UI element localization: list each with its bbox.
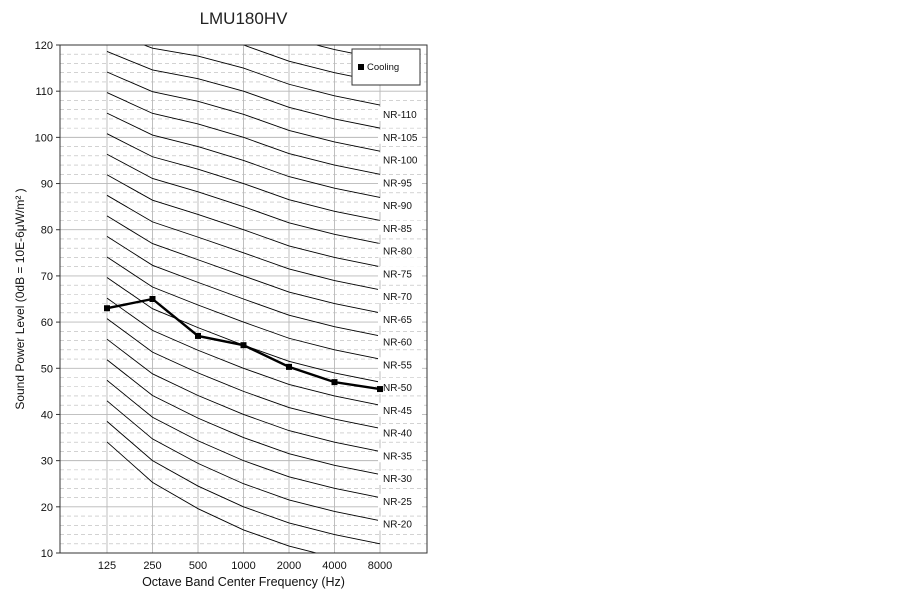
nr-label-bg	[378, 311, 422, 326]
y-tick-label: 30	[41, 456, 53, 468]
nr-curve	[106, 51, 381, 129]
nr-label: NR-70	[383, 292, 412, 303]
nr-label: NR-60	[383, 338, 412, 349]
y-tick-label: 90	[41, 179, 53, 191]
nr-label-bg	[378, 402, 422, 417]
y-tick-label: 50	[41, 363, 53, 375]
nr-label: NR-40	[383, 429, 412, 440]
nr-label-bg	[378, 107, 422, 121]
nr-curve	[106, 441, 319, 553]
nr-label-bg	[378, 152, 422, 167]
nr-label-bg	[378, 516, 422, 531]
nr-label-bg	[378, 380, 422, 394]
nr-label-bg	[378, 198, 422, 212]
nr-label: NR-100	[383, 156, 418, 167]
x-tick-label: 125	[98, 560, 116, 572]
nr-label-bg	[378, 448, 422, 463]
x-tick-label: 4000	[322, 560, 346, 572]
nr-curve	[106, 338, 381, 452]
chart-lmu180hv: LMU180HV NR-110 NR-105 NR-100 NR-95 NR-90 NR-8…	[13, 9, 428, 589]
legend-label: Cooling	[367, 62, 399, 73]
y-tick-label: 80	[41, 225, 53, 237]
nr-curve	[106, 71, 381, 152]
nr-label-bg	[378, 425, 422, 440]
legend: Cooling	[351, 48, 421, 86]
nr-curve	[106, 297, 381, 406]
data-point	[195, 332, 201, 339]
nr-curve	[106, 133, 381, 221]
nr-label: NR-25	[383, 497, 412, 508]
y-tick-label: 70	[41, 271, 53, 283]
nr-curve	[106, 236, 381, 337]
y-tick-label: 100	[35, 132, 53, 144]
nr-label-bg	[378, 220, 422, 235]
nr-label: NR-35	[383, 451, 412, 462]
y-tick-label: 60	[41, 317, 53, 329]
y-tick-label: 120	[35, 40, 53, 52]
nr-curve	[106, 112, 381, 198]
nr-curve	[106, 318, 381, 429]
data-point	[377, 386, 383, 393]
nr-curve	[106, 421, 381, 545]
nr-label-bg	[378, 243, 422, 258]
nr-label: NR-45	[383, 406, 412, 417]
x-axis-label: Octave Band Center Frequency (Hz)	[142, 575, 345, 589]
data-point	[104, 305, 110, 312]
nr-curve	[106, 256, 381, 360]
y-tick-label: 110	[35, 86, 53, 98]
nr-label: NR-75	[383, 269, 412, 280]
nr-curve	[142, 45, 381, 106]
nr-curve	[106, 400, 381, 522]
nr-label-bg	[378, 266, 422, 281]
chart-title: LMU180HV	[200, 9, 289, 28]
nr-curve	[106, 194, 381, 291]
nr-label: NR-55	[383, 360, 412, 371]
nr-label: NR-105	[383, 133, 418, 144]
nr-curve	[106, 215, 381, 314]
nr-label-bg	[378, 129, 422, 144]
y-axis-label: Sound Power Level (0dB = 10E-6μW/m² )	[13, 188, 27, 409]
data-point	[149, 296, 156, 302]
nr-label-bg	[378, 471, 422, 485]
legend-marker	[358, 64, 364, 70]
legend-box	[351, 48, 421, 86]
nr-curve	[106, 174, 381, 268]
nr-curve	[106, 359, 381, 475]
y-tick-label: 10	[41, 548, 53, 560]
x-tick-label: 500	[189, 560, 207, 572]
x-tick-label: 2000	[277, 560, 301, 572]
data-point	[240, 342, 247, 349]
nr-curve	[106, 379, 381, 499]
nr-label: NR-65	[383, 315, 412, 326]
nr-label-bg	[378, 357, 422, 372]
nr-label: NR-90	[383, 201, 412, 212]
nr-label: NR-50	[383, 383, 412, 394]
chart-lmu240hv: LMU240HVNR-110NR-105NR-100NR-95NR-90NR-8…	[460, 0, 920, 590]
nr-curve	[314, 45, 381, 60]
plot-frame	[59, 44, 428, 554]
nr-label-bg	[378, 289, 422, 303]
y-tick-label: 20	[41, 502, 53, 514]
x-tick-label: 250	[143, 560, 161, 572]
nr-label: NR-85	[383, 224, 412, 235]
x-tick-label: 1000	[231, 560, 255, 572]
nr-label-bg	[378, 334, 422, 349]
series-cooling	[104, 296, 383, 393]
nr-label: NR-80	[383, 247, 412, 258]
y-tick-label: 40	[41, 409, 53, 421]
nr-curve	[241, 45, 381, 83]
nr-label: NR-20	[383, 520, 412, 531]
nr-label-bg	[378, 493, 422, 508]
nr-curve	[106, 92, 381, 175]
nr-label: NR-95	[383, 178, 412, 189]
nr-label-bg	[378, 175, 422, 190]
data-point	[331, 379, 338, 386]
x-tick-label: 8000	[368, 560, 392, 572]
nr-label: NR-110	[383, 110, 417, 121]
nr-curve	[106, 153, 381, 245]
data-point	[286, 363, 292, 370]
nr-label: NR-30	[383, 474, 412, 485]
